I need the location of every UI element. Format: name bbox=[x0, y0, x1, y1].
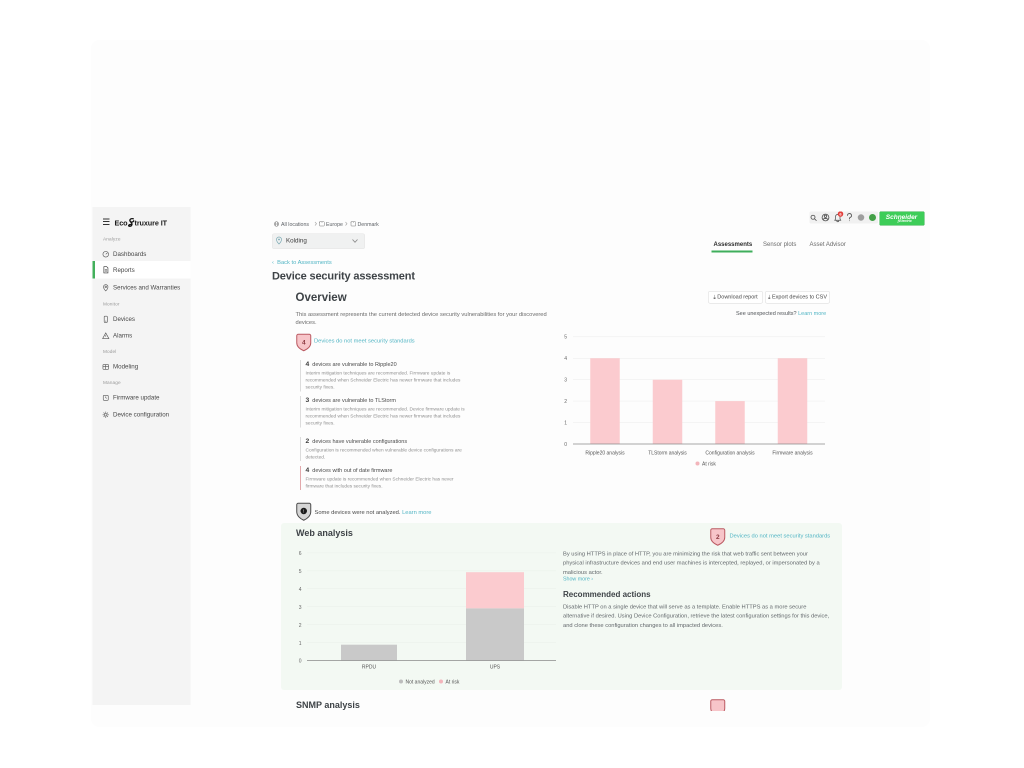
svg-text:3: 3 bbox=[299, 605, 302, 611]
svg-text:At risk: At risk bbox=[446, 680, 460, 686]
svg-text:At risk: At risk bbox=[702, 462, 716, 468]
svg-text:1: 1 bbox=[564, 421, 567, 427]
svg-text:5: 5 bbox=[299, 569, 302, 575]
svg-text:4: 4 bbox=[564, 356, 567, 362]
svg-text:6: 6 bbox=[839, 212, 842, 217]
svg-text:RPDU: RPDU bbox=[362, 665, 377, 671]
svg-text:All locations: All locations bbox=[281, 222, 309, 228]
svg-text:1: 1 bbox=[299, 641, 302, 647]
svg-text:2: 2 bbox=[299, 623, 302, 629]
svg-text:Denmark: Denmark bbox=[358, 222, 380, 228]
svg-text:UPS: UPS bbox=[490, 665, 501, 671]
svg-text:Ripple20 analysis: Ripple20 analysis bbox=[585, 451, 625, 457]
svg-text:!: ! bbox=[303, 509, 304, 514]
svg-text:Europe: Europe bbox=[326, 222, 343, 228]
svg-text:TLStorm analysis: TLStorm analysis bbox=[648, 451, 687, 457]
svg-text:4: 4 bbox=[302, 340, 306, 347]
svg-text:3: 3 bbox=[564, 378, 567, 384]
svg-text:0: 0 bbox=[299, 659, 302, 665]
svg-text:4: 4 bbox=[299, 587, 302, 593]
svg-text:0: 0 bbox=[564, 442, 567, 448]
svg-text:Firmware analysis: Firmware analysis bbox=[772, 451, 813, 457]
svg-text:5: 5 bbox=[564, 335, 567, 341]
svg-text:6: 6 bbox=[299, 551, 302, 557]
svg-text:2: 2 bbox=[564, 399, 567, 405]
svg-text:Not analyzed: Not analyzed bbox=[406, 680, 435, 686]
svg-text:2: 2 bbox=[716, 534, 720, 541]
svg-text:Configuration analysis: Configuration analysis bbox=[705, 451, 755, 457]
